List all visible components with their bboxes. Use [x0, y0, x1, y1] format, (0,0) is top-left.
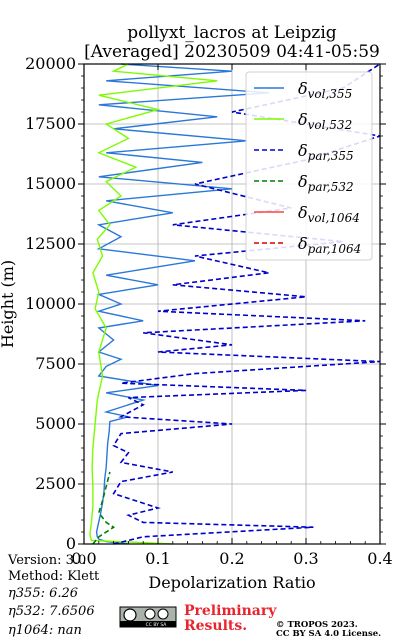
x-tick-label: 0.4	[367, 549, 392, 568]
series-vol-355	[95, 63, 270, 545]
y-tick-label: 20000	[25, 54, 76, 73]
y-tick-label: 2500	[35, 474, 76, 493]
series-par-355	[112, 63, 381, 545]
eta355-text: η355: 6.26	[8, 586, 78, 601]
chart-subtitle: [Averaged] 20230509 04:41-05:59	[84, 42, 380, 62]
y-tick-label: 5000	[35, 414, 76, 433]
series-vol-532	[89, 63, 218, 545]
copyright-line2: CC BY SA 4.0 License.	[276, 629, 381, 639]
by-icon	[144, 608, 156, 620]
cc-icon	[123, 608, 137, 622]
legend-entry: δpar,355	[298, 141, 354, 163]
eta1064-text: η1064: nan	[8, 623, 82, 638]
x-tick-label: 0.0	[71, 549, 96, 568]
legend-entry: δvol,532	[298, 110, 352, 132]
method-text: Method: Klett	[8, 569, 100, 584]
x-tick-label: 0.1	[145, 549, 170, 568]
legend-entry: δvol,1064	[298, 203, 360, 225]
x-tick-label: 0.3	[293, 549, 318, 568]
version-text: Version: 3.0	[7, 553, 86, 568]
copyright-line1: © TROPOS 2023.	[276, 620, 358, 630]
series-par-532	[92, 471, 116, 545]
x-axis-label: Depolarization Ratio	[148, 573, 315, 592]
series-lines	[89, 63, 381, 545]
cc-badge-text: CC BY SA	[146, 622, 168, 628]
legend: δvol,355 δvol,532 δpar,355 δpar,532 δvol,106…	[245, 71, 373, 261]
preliminary-line1: Preliminary	[184, 603, 277, 619]
y-tick-label: 12500	[25, 234, 76, 253]
axis-ticks: 0.0 0.1 0.2 0.3 0.4 0 2500 5000 7500 10000 12500 15…	[25, 54, 393, 568]
y-axis-label: Height (m)	[0, 260, 17, 348]
x-tick-label: 0.2	[219, 549, 244, 568]
legend-entry: δvol,355	[298, 79, 352, 101]
y-tick-label: 17500	[25, 114, 76, 133]
legend-entry: δpar,532	[298, 172, 354, 194]
y-tick-label: 15000	[25, 174, 76, 193]
eta532-text: η532: 7.6506	[8, 604, 95, 619]
y-tick-label: 7500	[35, 354, 76, 373]
chart-title: pollyxt_lacros at Leipzig	[127, 23, 337, 43]
y-tick-label: 0	[66, 534, 76, 553]
y-tick-label: 10000	[25, 294, 76, 313]
cc-license-badge: CC BY SA	[119, 606, 177, 628]
sa-icon	[157, 608, 169, 620]
preliminary-line2: Results.	[184, 618, 247, 634]
legend-entry: δpar,1064	[298, 234, 361, 256]
